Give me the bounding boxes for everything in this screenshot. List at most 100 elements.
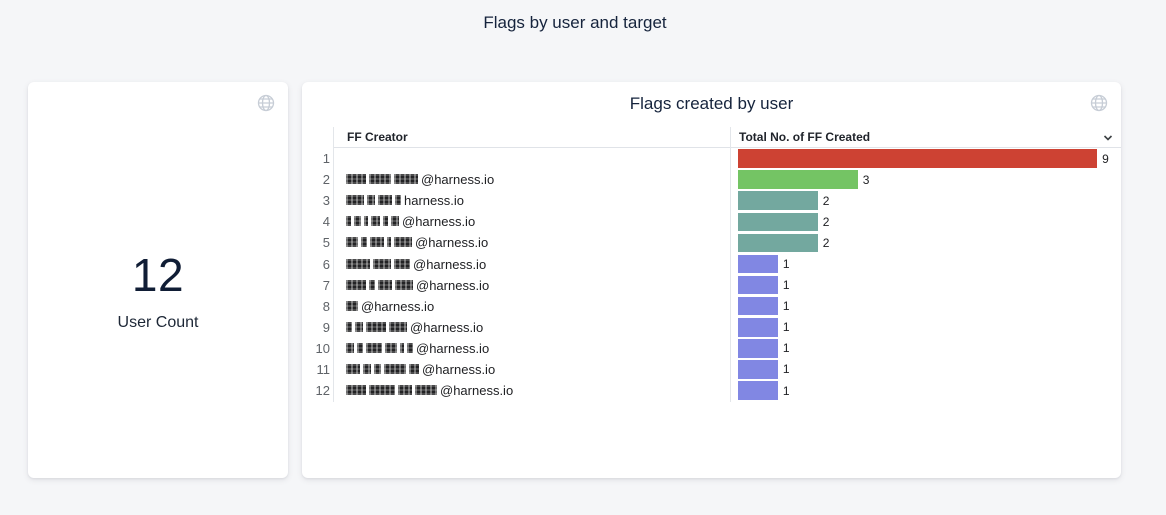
row-rank: 10 — [315, 340, 330, 356]
row-rank: 11 — [316, 361, 331, 377]
row-rank: 1 — [322, 151, 330, 167]
row-bar-cell: 1 — [738, 296, 790, 317]
redacted-name-block — [363, 363, 371, 374]
redacted-name-block — [395, 195, 401, 206]
redacted-name-block — [387, 237, 391, 248]
row-value-label: 1 — [782, 320, 790, 335]
table-row: 5 @harness.io 2 — [302, 232, 1121, 253]
row-bar[interactable] — [738, 149, 1098, 168]
redacted-name-block — [415, 385, 437, 396]
row-creator-cell: @harness.io — [346, 359, 495, 380]
row-creator-cell: @harness.io — [346, 169, 494, 190]
row-rank: 4 — [322, 214, 330, 230]
column-header-total-ff-created[interactable]: Total No. of FF Created — [739, 130, 871, 144]
redacted-name-block — [394, 258, 410, 269]
row-bar-cell: 1 — [738, 380, 790, 401]
row-bar-cell: 1 — [738, 275, 790, 296]
row-creator-redacted — [346, 214, 402, 229]
table-row: 1 9 — [302, 148, 1121, 169]
row-bar[interactable] — [738, 318, 778, 337]
globe-icon[interactable] — [1089, 93, 1109, 113]
row-creator-redacted — [346, 299, 361, 314]
redacted-name-block — [346, 195, 364, 206]
redacted-name-block — [398, 385, 412, 396]
redacted-name-block — [364, 216, 368, 227]
row-rank: 6 — [322, 256, 330, 272]
redacted-name-block — [369, 174, 391, 185]
row-bar[interactable] — [738, 212, 818, 232]
redacted-name-block — [366, 321, 386, 332]
row-creator-suffix: @harness.io — [422, 361, 496, 377]
row-creator-suffix: @harness.io — [416, 277, 490, 293]
row-bar[interactable] — [738, 381, 778, 400]
redacted-name-block — [357, 342, 363, 353]
row-creator-redacted — [346, 383, 440, 398]
row-creator-suffix: @harness.io — [415, 235, 489, 251]
row-creator-redacted — [346, 362, 422, 377]
redacted-name-block — [346, 279, 366, 290]
row-bar-cell: 1 — [738, 317, 790, 338]
redacted-name-block — [361, 237, 367, 248]
redacted-name-block — [384, 363, 406, 374]
user-count-card: 12 User Count — [28, 82, 288, 478]
redacted-name-block — [346, 342, 354, 353]
redacted-name-block — [373, 258, 391, 269]
row-rank: 2 — [322, 172, 330, 188]
user-count-value: 12 — [131, 249, 185, 301]
table-row: 4 @harness.io 2 — [302, 211, 1121, 232]
row-creator-cell: @harness.io — [346, 296, 434, 317]
flags-created-card: Flags created by user FF Creator Total N… — [302, 82, 1121, 478]
table-row: 7 @harness.io 1 — [302, 275, 1121, 296]
row-creator-suffix: @harness.io — [440, 383, 514, 399]
redacted-name-block — [378, 279, 392, 290]
row-creator-cell: @harness.io — [346, 317, 483, 338]
row-creator-redacted — [346, 193, 404, 208]
row-bar[interactable] — [738, 233, 818, 253]
row-bar[interactable] — [738, 275, 778, 295]
redacted-name-block — [383, 216, 388, 227]
row-creator-cell: @harness.io — [346, 211, 475, 232]
row-bar[interactable] — [738, 296, 778, 316]
table-row: 10 @harness.io 1 — [302, 338, 1121, 359]
redacted-name-block — [395, 279, 413, 290]
row-value-label: 1 — [782, 257, 790, 272]
row-bar[interactable] — [738, 170, 858, 189]
table-row: 9 @harness.io 1 — [302, 317, 1121, 338]
redacted-name-block — [346, 385, 366, 396]
table-row: 6 @harness.io 1 — [302, 253, 1121, 274]
row-bar-cell: 9 — [738, 148, 1109, 169]
redacted-name-block — [369, 385, 395, 396]
row-value-label: 1 — [782, 362, 790, 377]
table-row: 12 @harness.io 1 — [302, 380, 1121, 401]
row-bar[interactable] — [738, 254, 778, 274]
row-value-label: 2 — [822, 214, 830, 229]
redacted-name-block — [354, 216, 361, 227]
row-creator-cell: @harness.io — [346, 338, 489, 359]
bar-column-divider — [730, 127, 731, 402]
flags-table-rows: 1 9 2 @harness.io 3 3 harness.io 2 4 @ha… — [302, 148, 1121, 401]
row-creator-cell: @harness.io — [346, 275, 489, 296]
row-creator-redacted — [346, 278, 416, 293]
redacted-name-block — [409, 363, 419, 374]
row-bar[interactable] — [738, 191, 818, 210]
row-creator-suffix: @harness.io — [413, 256, 487, 272]
row-bar-cell: 2 — [738, 190, 829, 211]
redacted-name-block — [370, 237, 384, 248]
column-header-ff-creator[interactable]: FF Creator — [347, 130, 408, 144]
redacted-name-block — [378, 195, 392, 206]
row-bar-cell: 1 — [738, 359, 790, 380]
globe-icon[interactable] — [256, 93, 276, 113]
row-bar[interactable] — [738, 339, 778, 358]
redacted-name-block — [389, 321, 407, 332]
row-creator-redacted — [346, 172, 421, 187]
row-rank: 12 — [315, 383, 330, 399]
table-row: 8 @harness.io 1 — [302, 296, 1121, 317]
row-rank: 5 — [322, 235, 330, 251]
row-creator-cell: harness.io — [346, 190, 464, 211]
row-bar[interactable] — [738, 360, 778, 379]
row-creator-cell: @harness.io — [346, 253, 486, 274]
row-rank: 3 — [322, 193, 330, 209]
chevron-down-icon[interactable] — [1101, 131, 1115, 145]
redacted-name-block — [346, 216, 351, 227]
row-creator-suffix: @harness.io — [361, 298, 435, 314]
